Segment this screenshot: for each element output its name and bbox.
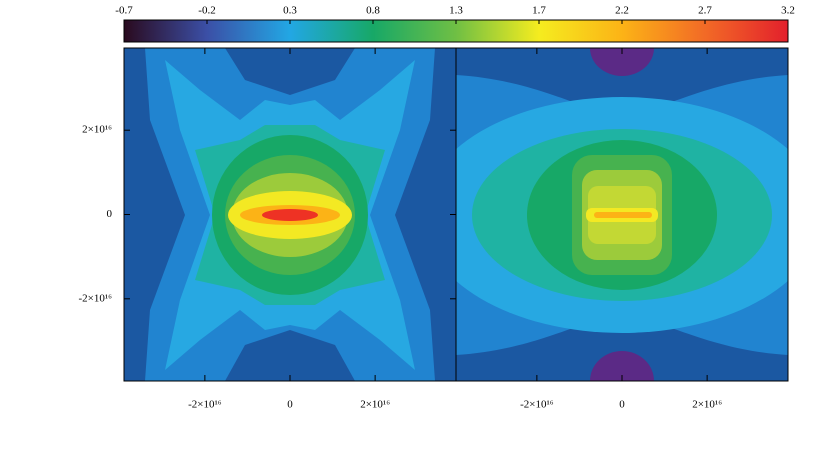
x-tick-label: 2×10¹⁶ <box>360 399 390 411</box>
left-contours <box>124 48 456 381</box>
colorbar-tick-label: 0.8 <box>366 5 380 17</box>
contour-region <box>590 351 654 381</box>
colorbar-tick-label: 2.2 <box>615 5 629 17</box>
contour-region <box>594 212 652 218</box>
x-tick-label: -2×10¹⁶ <box>188 399 222 411</box>
y-tick-label: -2×10¹⁶ <box>79 292 113 304</box>
colorbar-tick-label: 3.2 <box>781 5 795 17</box>
colorbar-tick-label: 1.7 <box>532 5 546 17</box>
y-tick-label: 0 <box>107 208 113 220</box>
x-tick-label: -2×10¹⁶ <box>520 399 554 411</box>
right-contours <box>456 48 788 381</box>
x-tick-label: 0 <box>619 399 625 411</box>
colorbar-tick-label: 0.3 <box>283 5 297 17</box>
contour-region <box>590 48 654 76</box>
y-tick-label: 2×10¹⁶ <box>82 124 112 136</box>
colorbar-tick-label: 1.3 <box>449 5 463 17</box>
x-tick-label: 2×10¹⁶ <box>692 399 722 411</box>
colorbar-tick-label: -0.7 <box>115 5 133 17</box>
colorbar-tick-label: 2.7 <box>698 5 712 17</box>
x-tick-label: 0 <box>287 399 293 411</box>
colorbar-tick-label: -0.2 <box>198 5 215 17</box>
contour-region <box>262 209 318 221</box>
